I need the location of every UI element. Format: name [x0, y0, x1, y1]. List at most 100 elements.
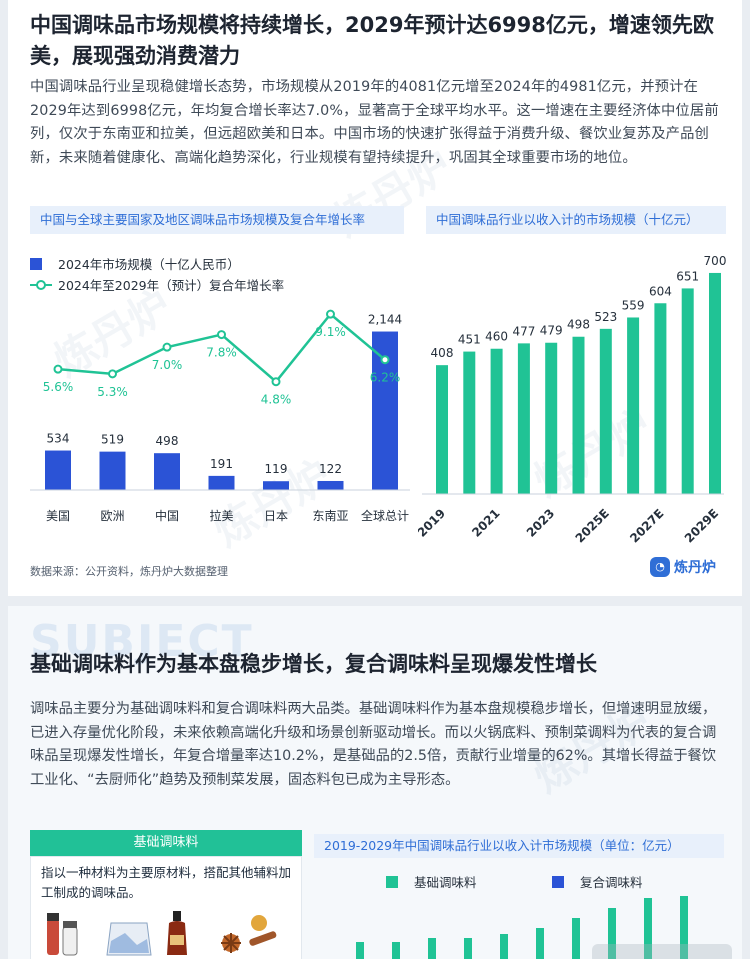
bar-value-label: 523	[594, 310, 617, 324]
bar-value-label: 122	[319, 462, 342, 476]
china-market-chart: 408 2019 451 460 2021 477 479 2023 498 523 2025E 55…	[418, 254, 727, 546]
category-bars	[356, 896, 688, 959]
legend-line-swatch	[30, 279, 52, 290]
x-tick-label: 日本	[264, 509, 288, 523]
x-tick-label: 全球总计	[361, 508, 409, 523]
category-chart-title: 2019-2029年中国调味品行业以收入计市场规模（单位：亿元）	[314, 834, 724, 858]
right-chart-title: 中国调味品行业以收入计的市场规模（十亿元）	[426, 206, 726, 234]
legend-basic: 基础调味料	[386, 872, 477, 891]
bar	[545, 342, 558, 494]
line-point	[162, 342, 172, 352]
bar	[263, 481, 289, 490]
bar	[608, 908, 616, 959]
x-tick-label: 2019	[418, 506, 448, 540]
bar	[436, 365, 448, 494]
legend-compound: 复合调味料	[552, 872, 643, 891]
bar	[654, 303, 667, 494]
x-tick-label: 东南亚	[312, 508, 348, 523]
line-value-label: 5.6%	[43, 380, 74, 394]
bar-value-label: 519	[101, 433, 124, 447]
line-value-label: 7.8%	[206, 346, 237, 360]
line-value-label: 6.2%	[370, 371, 401, 385]
section1-title: 中国调味品市场规模将持续增长，2029年预计达6998亿元，增速领先欧美，展现强…	[30, 13, 714, 68]
bar-value-label: 651	[676, 269, 699, 283]
x-tick-label: 拉美	[209, 508, 233, 523]
x-tick-label: 中国	[155, 508, 179, 523]
section2-title: 基础调味料作为基本盘稳步增长，复合调味料呈现爆发性增长	[30, 652, 597, 676]
legend-line-label: 2024年至2029年（预计）复合年增长率	[58, 278, 285, 293]
bar-value-label: 408	[431, 346, 454, 360]
spices-icon	[221, 915, 277, 953]
bar-group	[356, 896, 688, 959]
bar	[392, 942, 400, 959]
legend-basic-label: 基础调味料	[414, 875, 477, 890]
line-point	[53, 364, 63, 374]
section2-paragraph: 调味品主要分为基础调味料和复合调味料两大品类。基础调味料作为基本盘规模稳步增长，…	[30, 701, 717, 788]
bar-value-label: 460	[485, 330, 508, 344]
bar-value-label: 451	[458, 333, 481, 347]
bar	[681, 288, 694, 494]
background-word: SUBJECT	[30, 616, 254, 667]
left-chart-title: 中国与全球主要国家及地区调味品市场规模及复合年增长率	[30, 206, 404, 234]
legend-bar-swatch	[30, 257, 42, 270]
line-point	[380, 355, 390, 365]
market-size-card: 炼丹炉 炼丹炉 炼丹炉 炼丹炉 中国调味品市场规模将持续增长，2029年预计达6…	[8, 0, 742, 596]
legend-basic-swatch	[386, 875, 398, 888]
bar-value-label: 700	[704, 254, 727, 268]
bar-value-label: 119	[265, 462, 288, 476]
bar	[463, 351, 476, 494]
bar	[356, 942, 364, 959]
bar	[572, 336, 585, 494]
bar-value-label: 498	[156, 434, 179, 448]
soy-sauce-icon	[167, 911, 187, 955]
bar	[572, 918, 580, 959]
x-tick-label: 2029E	[682, 506, 721, 545]
bar	[208, 475, 235, 490]
legend-bar: 2024年市场规模（十亿人民币）	[30, 254, 240, 273]
x-tick-label: 2025E	[573, 506, 612, 545]
bar	[627, 317, 640, 494]
sugar-bag-icon	[106, 922, 152, 956]
line-value-label: 5.3%	[97, 385, 128, 399]
bar	[680, 896, 688, 959]
legend-bar-label: 2024年市场规模（十亿人民币）	[58, 257, 240, 272]
section1-paragraph: 中国调味品行业呈现稳健增长态势，市场规模从2019年的4081亿元增至2024年…	[30, 79, 719, 166]
bar	[464, 938, 472, 959]
line-point	[217, 330, 226, 340]
basic-seasoning-header: 基础调味料	[30, 830, 302, 856]
x-tick-label: 2027E	[627, 506, 666, 545]
legend-line: 2024年至2029年（预计）复合年增长率	[30, 275, 284, 294]
legend-compound-label: 复合调味料	[580, 875, 643, 890]
x-tick-label: 2021	[469, 506, 503, 540]
bar	[45, 450, 71, 490]
bar	[99, 451, 126, 490]
bar	[709, 272, 721, 494]
bar-value-label: 498	[567, 318, 590, 332]
line-point	[326, 309, 335, 319]
line-point	[108, 369, 117, 379]
line-point	[271, 377, 281, 387]
x-tick-label: 2023	[524, 506, 558, 540]
category-card: SUBJECT 炼丹炉 基础调味料作为基本盘稳步增长，复合调味料呈现爆发性增长 …	[8, 606, 742, 959]
logo-text: 炼丹炉	[674, 560, 716, 576]
bar	[644, 898, 652, 959]
line-value-label: 4.8%	[261, 393, 292, 407]
bar	[490, 348, 503, 494]
basic-seasoning-desc: 指以一种材料为主要原材料，搭配其他辅料加工制成的调味品。	[41, 865, 292, 900]
basic-seasoning-box: 指以一种材料为主要原材料，搭配其他辅料加工制成的调味品。	[30, 856, 302, 959]
salt-shaker-icon	[47, 913, 78, 956]
bar-value-label: 2,144	[368, 313, 402, 327]
bar-value-label: 604	[649, 284, 672, 298]
regional-market-chart: 534 美国 519 欧洲 498 中国 191 拉美 119 日本 122 东南亚 2,144 全球总计…	[30, 309, 410, 523]
seasoning-illustrations	[47, 911, 277, 956]
scroll-overlay[interactable]	[592, 944, 732, 959]
bar	[517, 343, 530, 494]
bar-value-label: 479	[540, 324, 563, 338]
data-source: 数据来源：公开资料，炼丹炉大数据整理	[30, 565, 228, 578]
bar-value-label: 477	[512, 324, 535, 338]
bar	[317, 480, 344, 490]
line-value-label: 9.1%	[315, 325, 346, 339]
legend-compound-swatch	[552, 875, 564, 888]
x-tick-label: 美国	[46, 509, 70, 523]
bar	[536, 928, 544, 959]
